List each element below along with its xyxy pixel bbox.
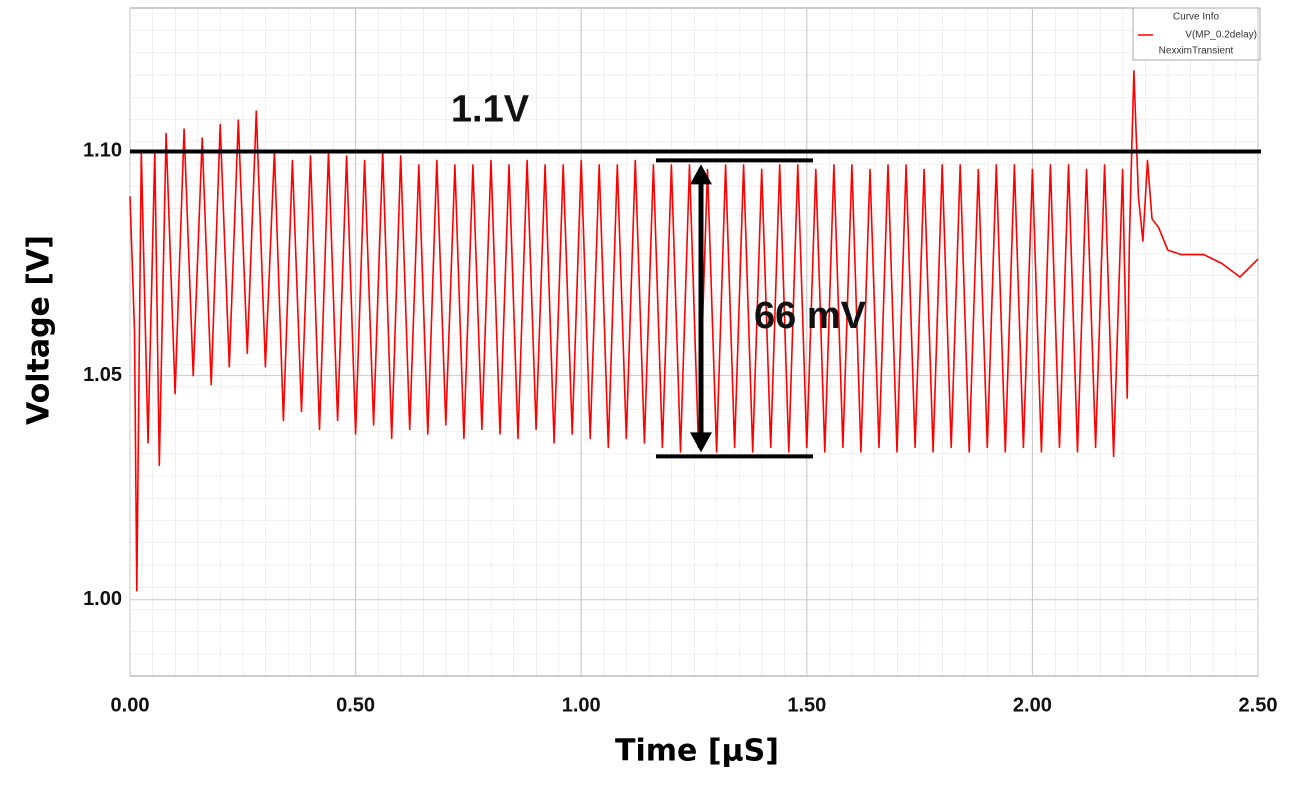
x-axis-title: Time [µS] bbox=[615, 734, 779, 769]
data-line bbox=[129, 70, 1259, 592]
legend-title: Curve Info bbox=[1173, 12, 1220, 23]
arrow-head bbox=[690, 164, 712, 185]
legend-subtitle: NexximTransient bbox=[1159, 46, 1234, 57]
legend-label: V(MP_0.2delay) bbox=[1185, 30, 1257, 41]
x-tick-label: 2.00 bbox=[1013, 694, 1052, 716]
x-tick-label: 1.00 bbox=[562, 694, 601, 716]
arrow-head bbox=[690, 432, 712, 453]
x-tick-label: 1.50 bbox=[787, 694, 826, 716]
x-tick-label: 2.50 bbox=[1239, 694, 1278, 716]
y-axis-title: Voltage [V] bbox=[22, 235, 57, 425]
plot-area bbox=[129, 7, 1259, 677]
span-label: 66 mV bbox=[754, 295, 867, 337]
y-tick-label: 1.00 bbox=[83, 588, 122, 610]
legend: Curve Info NexximTransient V(MP_0.2delay… bbox=[1132, 7, 1261, 61]
x-tick-label: 0.00 bbox=[111, 694, 150, 716]
legend-box bbox=[1132, 7, 1261, 61]
y-tick-label: 1.10 bbox=[83, 140, 122, 162]
x-tick-label: 0.50 bbox=[336, 694, 375, 716]
y-tick-label: 1.05 bbox=[83, 364, 122, 386]
reference-label: 1.1V bbox=[451, 88, 530, 130]
